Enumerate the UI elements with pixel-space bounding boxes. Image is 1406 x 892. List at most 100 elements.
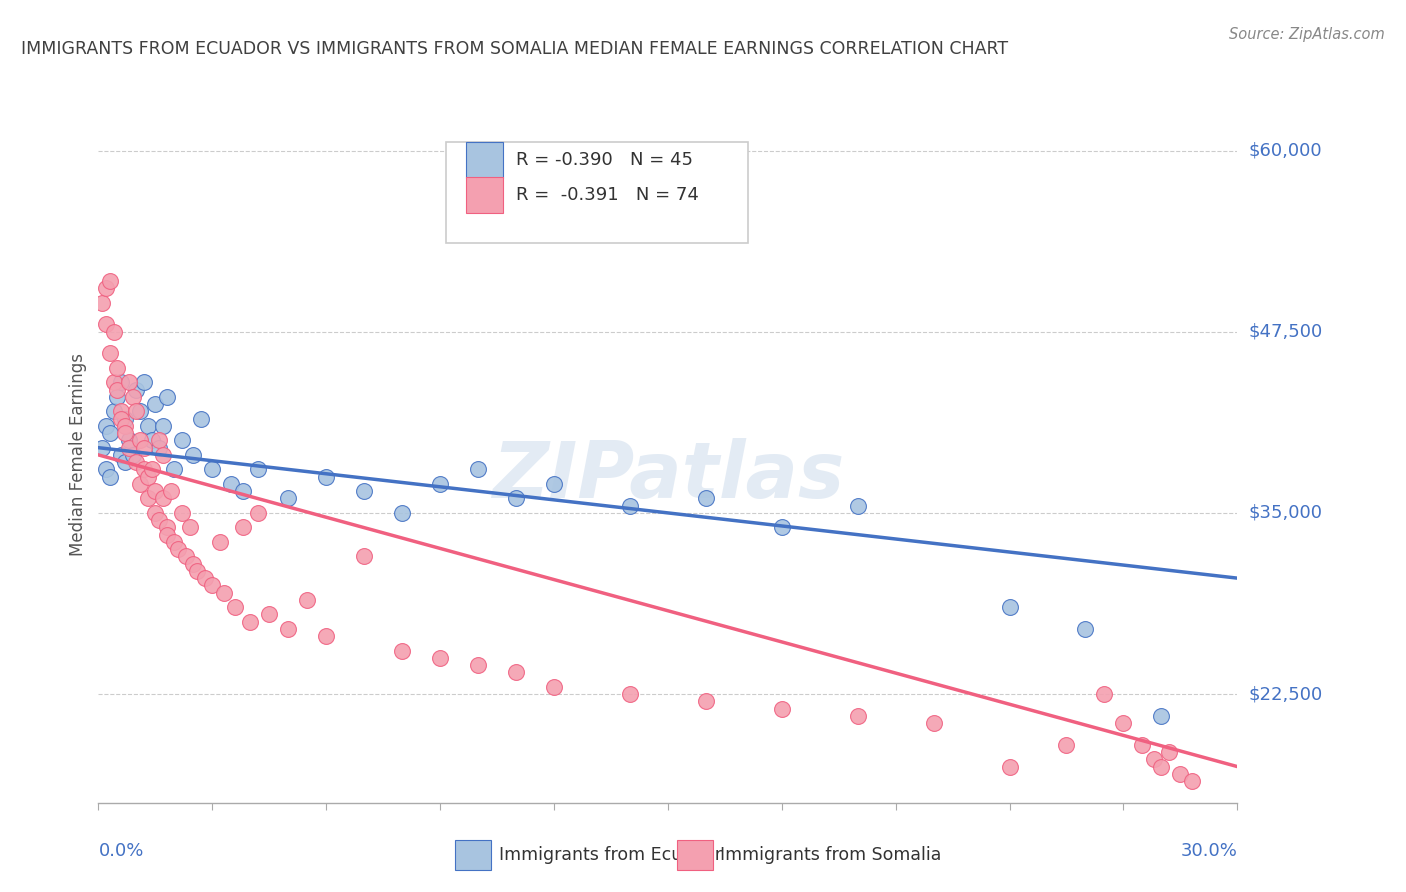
Text: R =  -0.391   N = 74: R = -0.391 N = 74	[516, 186, 699, 203]
Point	[152, 419, 174, 434]
Point	[148, 513, 170, 527]
Point	[224, 600, 246, 615]
Point	[145, 484, 167, 499]
Point	[136, 419, 159, 434]
Point	[98, 274, 121, 288]
Point	[1132, 738, 1154, 752]
Point	[141, 462, 163, 476]
Point	[170, 434, 193, 448]
Point	[107, 361, 129, 376]
Point	[212, 585, 235, 599]
Point	[118, 441, 141, 455]
Point	[107, 383, 129, 397]
Point	[277, 622, 299, 636]
Point	[186, 564, 208, 578]
Point	[145, 397, 167, 411]
Point	[208, 535, 231, 549]
Point	[770, 701, 793, 715]
Point	[1150, 759, 1173, 773]
Point	[1112, 716, 1135, 731]
Point	[118, 434, 141, 448]
Point	[353, 484, 375, 499]
Point	[125, 383, 148, 397]
Point	[543, 476, 565, 491]
Point	[94, 318, 117, 332]
Point	[190, 411, 212, 425]
Point	[695, 694, 717, 708]
Point	[152, 491, 174, 506]
Point	[148, 434, 170, 448]
Point	[98, 469, 121, 483]
Point	[121, 390, 143, 404]
Point	[1170, 767, 1192, 781]
Point	[695, 491, 717, 506]
Point	[110, 411, 132, 425]
Point	[152, 448, 174, 462]
Point	[770, 520, 793, 534]
Point	[125, 455, 148, 469]
Point	[156, 527, 179, 541]
Point	[1157, 745, 1180, 759]
Point	[94, 419, 117, 434]
Point	[183, 448, 205, 462]
Point	[315, 629, 337, 643]
Text: Immigrants from Somalia: Immigrants from Somalia	[720, 846, 942, 864]
Point	[163, 462, 186, 476]
FancyBboxPatch shape	[467, 177, 503, 213]
Point	[467, 462, 489, 476]
Point	[129, 434, 152, 448]
Point	[170, 506, 193, 520]
Point	[103, 376, 125, 390]
Point	[110, 376, 132, 390]
Point	[136, 469, 159, 483]
Point	[141, 434, 163, 448]
Point	[167, 542, 190, 557]
Point	[114, 426, 136, 441]
Point	[174, 549, 197, 564]
Point	[277, 491, 299, 506]
Text: $60,000: $60,000	[1249, 142, 1322, 160]
Text: ZIPatlas: ZIPatlas	[492, 438, 844, 514]
Point	[201, 578, 224, 592]
Point	[132, 376, 155, 390]
Point	[429, 651, 451, 665]
Point	[125, 404, 148, 418]
Point	[315, 469, 337, 483]
Point	[136, 491, 159, 506]
Text: Immigrants from Ecuador: Immigrants from Ecuador	[499, 846, 723, 864]
Point	[391, 643, 413, 657]
Point	[91, 295, 114, 310]
Point	[156, 520, 179, 534]
Point	[98, 346, 121, 360]
Point	[353, 549, 375, 564]
Point	[297, 593, 319, 607]
Point	[132, 441, 155, 455]
Point	[505, 491, 527, 506]
Point	[179, 520, 201, 534]
Point	[110, 448, 132, 462]
Point	[846, 499, 869, 513]
Point	[91, 441, 114, 455]
Point	[259, 607, 281, 622]
Point	[132, 462, 155, 476]
Point	[156, 390, 179, 404]
Point	[1056, 738, 1078, 752]
FancyBboxPatch shape	[676, 839, 713, 871]
Point	[846, 708, 869, 723]
Point	[998, 600, 1021, 615]
Point	[114, 455, 136, 469]
Point	[1181, 774, 1204, 789]
FancyBboxPatch shape	[456, 839, 491, 871]
Point	[94, 462, 117, 476]
Point	[94, 281, 117, 295]
Point	[103, 325, 125, 339]
Point	[194, 571, 217, 585]
Point	[1150, 708, 1173, 723]
Point	[221, 476, 243, 491]
Point	[619, 687, 641, 701]
Text: 0.0%: 0.0%	[98, 842, 143, 860]
Point	[1074, 622, 1097, 636]
Point	[619, 499, 641, 513]
Point	[467, 658, 489, 673]
Text: $47,500: $47,500	[1249, 323, 1323, 341]
